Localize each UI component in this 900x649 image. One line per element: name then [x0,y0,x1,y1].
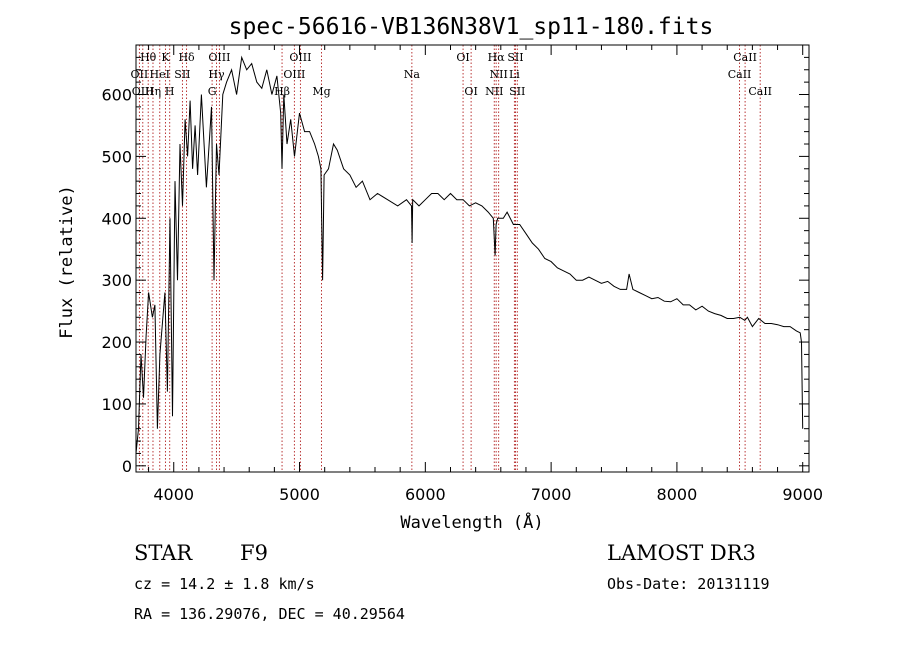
spectral-line-label: HeI [150,68,170,81]
spectral-line-markers [138,45,761,472]
axis-tick-labels: 4000 5000 6000 7000 8000 9000 0 100 200 300 400 500… [101,86,823,504]
spectral-line-label: CaII [748,85,772,98]
coordinates: RA = 136.29076, DEC = 40.29564 [134,605,405,623]
y-tick-label: 300 [101,271,132,290]
spectral-line-label: SII [174,68,190,81]
spectral-line-label: OIII [283,68,305,81]
object-subclass: F9 [240,541,268,565]
spectral-line-label: Hδ [178,51,195,64]
spectral-line-label: NII [490,68,508,81]
spectral-line-label: NII [485,85,503,98]
spectral-line-label: Hθ [140,51,157,64]
spectral-line-label: SII [507,51,523,64]
y-tick-label: 0 [122,457,132,476]
spectral-line-label: SII [509,85,525,98]
redshift-cz: cz = 14.2 ± 1.8 km/s [134,575,315,593]
y-tick-label: 600 [101,86,132,105]
x-axis-label: Wavelength (Å) [400,511,543,533]
x-tick-label: 5000 [279,485,320,504]
spectral-line-label: CaII [733,51,757,64]
y-tick-label: 400 [101,209,132,228]
x-tick-label: 6000 [405,485,446,504]
spectral-line-label: Hγ [208,68,225,81]
spectral-line-label: OIII [289,51,311,64]
plot-frame [135,44,810,473]
spectral-line-label: Li [509,68,520,81]
chart-title: spec-56616-VB136N38V1_sp11-180.fits [229,14,714,40]
spectral-line-label: K [161,51,170,64]
spectral-line-label: Hη [145,85,161,98]
axis-ticks [136,45,809,472]
spectral-line-label: OI [456,51,469,64]
spectral-line-label: Hα [488,51,506,64]
obs-date: Obs-Date: 20131119 [607,575,770,593]
spectral-line-label: Mg [312,85,330,98]
spectral-line-label: OII [131,68,149,81]
spectrum-series-line [135,55,804,454]
survey-name: LAMOST DR3 [607,541,756,565]
y-tick-label: 200 [101,333,132,352]
spectral-line-label: H [165,85,175,98]
x-tick-label: 4000 [153,485,194,504]
y-tick-label: 100 [101,395,132,414]
x-tick-label: 9000 [782,485,823,504]
spectral-line-label: CaII [728,68,752,81]
spectral-line-label: OI [464,85,477,98]
spectral-line-label: OIII [208,51,230,64]
spectral-line-label: Hβ [274,85,290,98]
y-axis-label: Flux (relative) [57,185,77,339]
object-class: STAR [134,541,193,565]
y-tick-label: 500 [101,147,132,166]
spectral-line-label: Na [404,68,421,81]
x-tick-label: 8000 [657,485,698,504]
spectral-line-label: G [208,85,217,98]
x-tick-label: 7000 [531,485,572,504]
